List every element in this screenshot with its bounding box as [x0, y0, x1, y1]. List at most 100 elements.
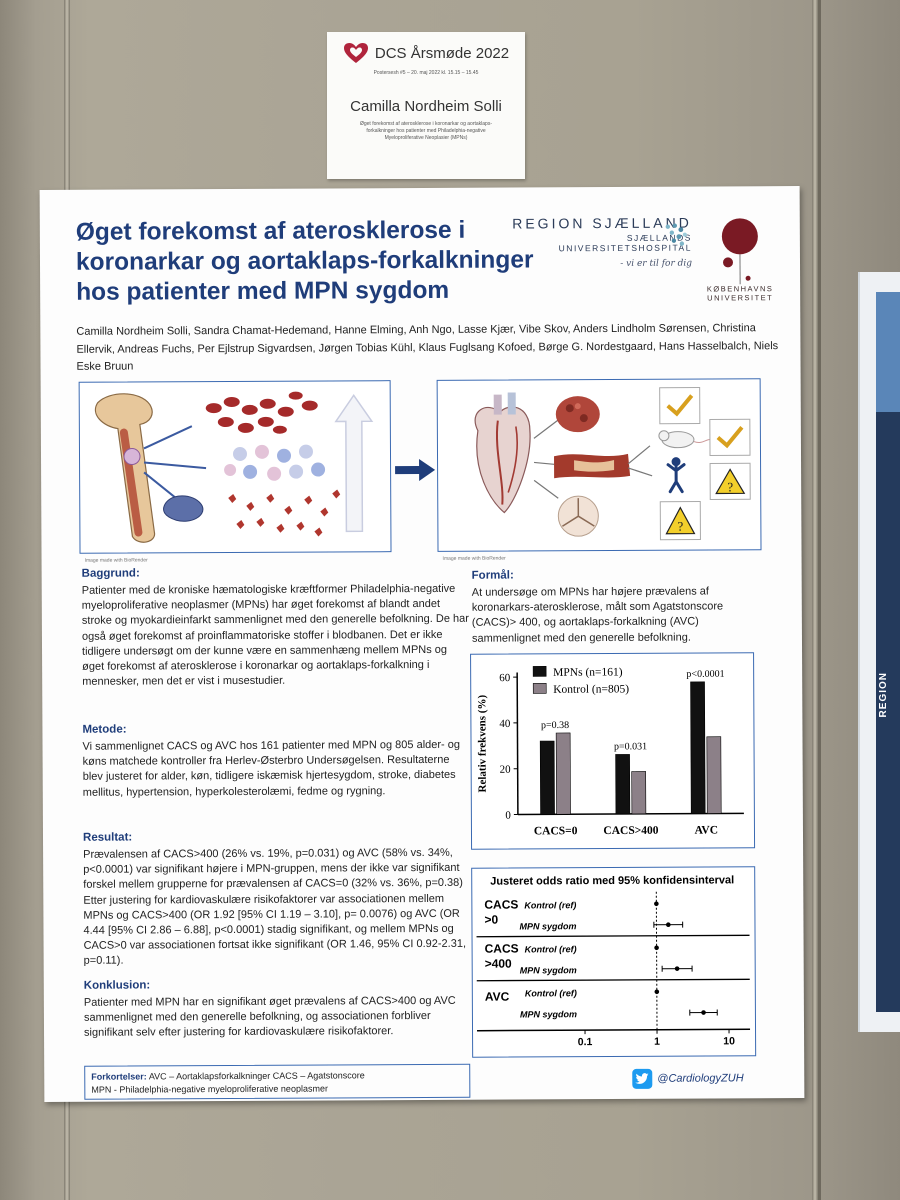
svg-text:?: ? [677, 519, 683, 534]
logo-ku-text-1: KØBENHAVNS [706, 284, 774, 294]
abbreviations-box: Forkortelser: AVC – Aortaklapsforkalknin… [84, 1063, 471, 1100]
forest-row-label: Kontrol (ref) [524, 900, 576, 910]
university-seal-icon [721, 218, 758, 255]
heart-figure: ? ? Image made with BioRender [436, 378, 762, 562]
logo-ku-text-2: UNIVERSITET [707, 293, 774, 303]
legend-swatch [532, 683, 547, 694]
forest-plot: Justeret odds ratio med 95% konfidensint… [476, 874, 751, 1048]
twitter-handle-text: @CardiologyZUH [657, 1072, 744, 1085]
forest-x-tick-label: 0.1 [578, 1036, 593, 1048]
neighbour-poster-label: REGION [878, 672, 889, 718]
white-blood-cells-icon [224, 444, 326, 481]
heart-illustration: ? ? [474, 387, 751, 541]
x-tick-label: CACS>400 [603, 825, 658, 837]
warning-box-icon: ? [709, 462, 751, 500]
card-header: DCS Årsmøde 2022 [327, 42, 525, 64]
y-tick-label: 0 [505, 810, 511, 822]
bar-mpn [690, 681, 706, 814]
heart-icon [474, 392, 531, 514]
card-title: DCS Årsmøde 2022 [374, 44, 510, 62]
wall-seam-shadow [818, 0, 821, 1200]
forest-group-label: AVC [485, 990, 510, 1004]
forest-x-axis [477, 1028, 751, 1032]
university-logo-dots [700, 254, 780, 285]
bar-kontrol [555, 732, 571, 815]
abbr-line-1: AVC – Aortaklapsforkalkninger CACS – Aga… [148, 1070, 365, 1082]
femur-bone-icon [94, 393, 156, 543]
bar-kontrol [631, 771, 647, 815]
checkmark-box-icon [659, 387, 701, 425]
metode-text: Vi sammenlignet CACS og AVC hos 161 pati… [82, 738, 461, 799]
x-tick-label: AVC [695, 824, 719, 836]
bar-mpn [615, 754, 631, 815]
y-tick-label: 20 [500, 764, 512, 776]
calcification-icon [555, 396, 600, 433]
neighbour-poster-stripe [876, 292, 900, 1012]
p-value-label: p<0.0001 [686, 669, 724, 680]
metode-heading: Metode: [82, 723, 127, 736]
poster: Øget forekomst af aterosklerose i korona… [39, 186, 805, 1102]
warning-box-2-icon: ? [659, 501, 701, 541]
forest-row-label: Kontrol (ref) [525, 988, 577, 998]
figure-1-caption: Image made with BioRender [84, 557, 148, 564]
formaal-heading: Formål: [471, 569, 514, 582]
twitter-handle[interactable]: @CardiologyZUH [632, 1068, 744, 1089]
forest-row-label: MPN sygdom [520, 965, 577, 975]
formaal-text: At undersøge om MPNs har højere prævalen… [471, 585, 724, 645]
bone-marrow-illustration [94, 391, 374, 543]
forest-row-label: MPN sygdom [520, 1009, 577, 1019]
x-tick-label: CACS=0 [534, 825, 578, 837]
y-axis-label: Relativ frekvens (%) [476, 695, 489, 793]
card-presenter-name: Camilla Nordheim Solli [350, 98, 502, 115]
svg-text:?: ? [727, 479, 733, 494]
platelets-icon [228, 489, 341, 537]
name-card: DCS Årsmøde 2022 Postersesh #5 – 20. maj… [327, 32, 525, 179]
p-value-label: p=0.38 [541, 720, 569, 731]
bar-chart-box: 0 20 40 60 Relativ frekvens (%) p=0.38 CACS=0… [470, 652, 756, 850]
person-icon [666, 457, 686, 494]
forest-x-tick-label: 10 [723, 1035, 735, 1047]
bar-chart: 0 20 40 60 Relativ frekvens (%) p=0.38 CACS=0… [476, 666, 744, 837]
resultat-text: Prævalensen af CACS>400 (26% vs. 19%, p=… [83, 846, 467, 967]
legend-swatch [532, 666, 547, 677]
card-description: Øget forekomst af aterosklerose i korona… [359, 121, 492, 141]
bar-kontrol [706, 736, 722, 814]
resultat-heading: Resultat: [82, 831, 133, 844]
forest-plot-title: Justeret odds ratio med 95% konfidensint… [490, 874, 734, 887]
checkmark-box-2-icon [709, 418, 751, 456]
baggrund-text: Patienter med de kroniske hæmatologiske … [81, 582, 469, 688]
mouse-icon [658, 430, 715, 449]
p-value-label: p=0.031 [614, 741, 647, 752]
neighbour-poster: REGION [858, 272, 900, 1032]
up-arrow-icon [334, 394, 374, 533]
logo-tagline-text: - vi er til for dig [620, 258, 693, 269]
card-subtitle: Postersesh #5 – 20. maj 2022 kl. 15.15 –… [373, 70, 479, 76]
forest-plot-box: Justeret odds ratio med 95% konfidensint… [471, 866, 757, 1058]
dcs-heart-icon [343, 43, 368, 63]
poster-title: Øget forekomst af aterosklerose i korona… [75, 216, 534, 306]
poster-authors: Camilla Nordheim Solli, Sandra Chamat-He… [76, 322, 779, 373]
forest-row-label: Kontrol (ref) [525, 944, 577, 954]
twitter-bird-icon [632, 1068, 653, 1089]
bar-mpn [539, 740, 555, 815]
y-axis-line [516, 672, 519, 815]
baggrund-heading: Baggrund: [81, 567, 140, 580]
abbr-label: Forkortelser: [91, 1071, 147, 1082]
region-dots-icon [665, 223, 687, 246]
abbr-line-2: MPN - Philadelphia-negative myeloprolife… [91, 1083, 328, 1095]
forest-group-label: CACS >0 [484, 897, 518, 926]
figure-2-caption: Image made with BioRender [442, 555, 506, 562]
legend-label: Kontrol (n=805) [553, 683, 629, 695]
bone-marrow-figure: Image made with BioRender [78, 380, 392, 564]
forest-x-tick-label: 1 [654, 1036, 660, 1048]
odds-ratio-point [666, 922, 671, 928]
megakaryocyte-icon [163, 495, 204, 522]
x-axis-line [517, 812, 744, 816]
konklusion-text: Patienter med MPN har en signifikant øge… [83, 994, 456, 1040]
odds-ratio-point [701, 1010, 706, 1015]
coronary-artery-icon [554, 453, 631, 479]
forest-group-divider [476, 934, 750, 938]
neighbour-poster-stripe-light [876, 292, 900, 412]
odds-ratio-point [674, 966, 680, 971]
reference-line [655, 891, 658, 1030]
